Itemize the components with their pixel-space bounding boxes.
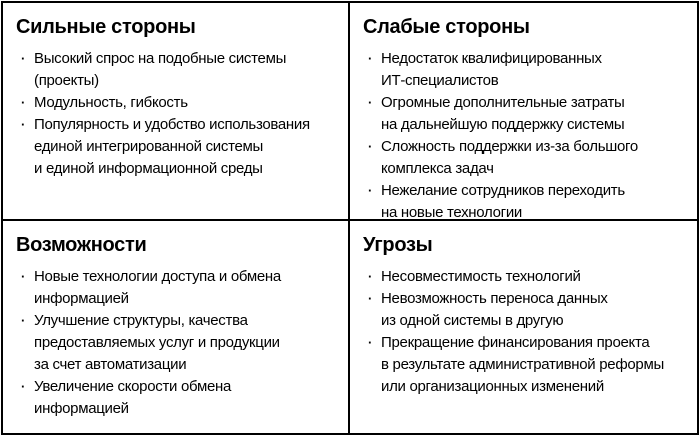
list-item: · Популярность и удобство использования е… xyxy=(16,114,342,180)
list-item-text: Популярность и удобство использования ед… xyxy=(34,116,310,177)
list-item: · Прекращение финансирования проекта в ре… xyxy=(363,332,691,398)
bullet-icon: · xyxy=(368,183,373,198)
list-item-text: Несовместимость технологий xyxy=(381,268,581,285)
list-item: · Невозможность переноса данных из одной … xyxy=(363,288,691,332)
bullet-icon: · xyxy=(21,269,26,284)
bullet-icon: · xyxy=(21,379,26,394)
quadrant-weaknesses: Слабые стороны · Недостаток квалифицирова… xyxy=(350,3,697,221)
list-item-text: Увеличение скорости обмена информацией xyxy=(34,378,232,417)
list-item-text: Модульность, гибкость xyxy=(34,94,188,111)
quadrant-threats: Угрозы · Несовместимость технологий · Нево… xyxy=(350,221,697,433)
list-item-text: Прекращение финансирования проекта в рез… xyxy=(381,334,664,395)
list-item: · Высокий спрос на подобные системы (прое… xyxy=(16,48,342,92)
bullet-icon: · xyxy=(21,51,26,66)
quadrant-opportunities: Возможности · Новые технологии доступа и … xyxy=(3,221,350,433)
bullet-icon: · xyxy=(368,95,373,110)
list-item: · Недостаток квалифицированных ИТ-специал… xyxy=(363,48,691,92)
list-item-text: Огромные дополнительные затраты на дальн… xyxy=(381,94,625,133)
quadrant-threats-list: · Несовместимость технологий · Невозможнос… xyxy=(363,266,691,398)
quadrant-strengths: Сильные стороны · Высокий спрос на подобн… xyxy=(3,3,350,221)
quadrant-threats-title: Угрозы xyxy=(363,234,433,256)
list-item: · Модульность, гибкость xyxy=(16,92,342,114)
quadrant-weaknesses-title: Слабые стороны xyxy=(363,16,530,38)
list-item-text: Сложность поддержки из-за большого компл… xyxy=(381,138,638,177)
bullet-icon: · xyxy=(368,51,373,66)
quadrant-opportunities-list: · Новые технологии доступа и обмена инфор… xyxy=(16,266,342,420)
bullet-icon: · xyxy=(21,117,26,132)
bullet-icon: · xyxy=(21,95,26,110)
list-item: · Увеличение скорости обмена информацией xyxy=(16,376,342,420)
bullet-icon: · xyxy=(368,335,373,350)
bullet-icon: · xyxy=(368,291,373,306)
list-item: · Огромные дополнительные затраты на даль… xyxy=(363,92,691,136)
bullet-icon: · xyxy=(368,139,373,154)
list-item: · Улучшение структуры, качества предостав… xyxy=(16,310,342,376)
quadrant-opportunities-title: Возможности xyxy=(16,234,147,256)
quadrant-strengths-title: Сильные стороны xyxy=(16,16,196,38)
quadrant-weaknesses-list: · Недостаток квалифицированных ИТ-специал… xyxy=(363,48,691,221)
list-item: · Нежелание сотрудников переходить на нов… xyxy=(363,180,691,221)
list-item-text: Высокий спрос на подобные системы (проек… xyxy=(34,50,287,89)
list-item-text: Недостаток квалифицированных ИТ-специали… xyxy=(381,50,602,89)
list-item: · Сложность поддержки из-за большого комп… xyxy=(363,136,691,180)
list-item-text: Невозможность переноса данных из одной с… xyxy=(381,290,608,329)
list-item-text: Улучшение структуры, качества предоставл… xyxy=(34,312,280,373)
list-item: · Несовместимость технологий xyxy=(363,266,691,288)
bullet-icon: · xyxy=(21,313,26,328)
quadrant-strengths-list: · Высокий спрос на подобные системы (прое… xyxy=(16,48,342,180)
list-item-text: Новые технологии доступа и обмена информ… xyxy=(34,268,281,307)
list-item-text: Нежелание сотрудников переходить на новы… xyxy=(381,182,625,221)
bullet-icon: · xyxy=(368,269,373,284)
list-item: · Новые технологии доступа и обмена инфор… xyxy=(16,266,342,310)
